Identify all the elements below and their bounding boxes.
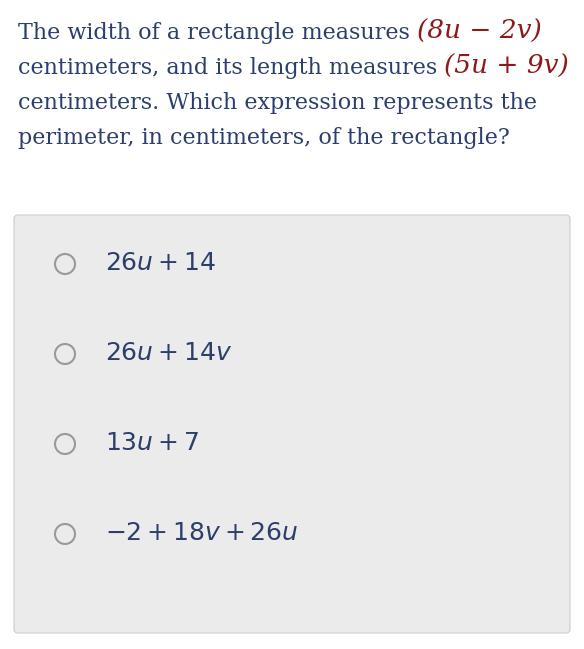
- Text: The width of a rectangle measures: The width of a rectangle measures: [18, 22, 417, 44]
- Text: perimeter, in centimeters, of the rectangle?: perimeter, in centimeters, of the rectan…: [18, 127, 510, 149]
- Text: centimeters. Which expression represents the: centimeters. Which expression represents…: [18, 92, 537, 114]
- Text: $13u + 7$: $13u + 7$: [105, 432, 199, 456]
- Text: $26u + 14v$: $26u + 14v$: [105, 343, 232, 365]
- Text: centimeters, and its length measures: centimeters, and its length measures: [18, 57, 444, 79]
- Text: $-2 + 18v + 26u$: $-2 + 18v + 26u$: [105, 522, 298, 546]
- Text: $26u + 14$: $26u + 14$: [105, 252, 216, 275]
- Text: (5u + 9v): (5u + 9v): [444, 54, 569, 79]
- Text: (8u − 2v): (8u − 2v): [417, 19, 542, 44]
- FancyBboxPatch shape: [14, 215, 570, 633]
